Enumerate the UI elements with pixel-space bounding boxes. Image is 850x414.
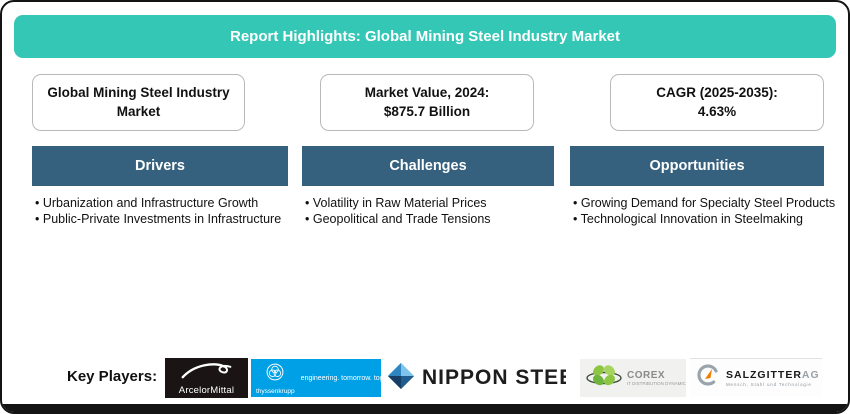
market-value-line1: Market Value, 2024: — [364, 84, 490, 100]
cagr-box: CAGR (2025-2035): 4.63% — [610, 74, 824, 131]
opportunities-header-label: Opportunities — [649, 158, 745, 174]
challenges-header: Challenges — [302, 146, 554, 186]
salzgitter-logo: SALZGITTERAG Mensch, Stahl und Technolog… — [690, 358, 822, 396]
thyssenkrupp-logo: thyssenkrupp engineering. tomorrow. toge… — [251, 359, 381, 397]
opportunities-header: Opportunities — [570, 146, 824, 186]
page-title: Report Highlights: Global Mining Steel I… — [229, 28, 621, 45]
list-item: Public-Private Investments in Infrastruc… — [35, 211, 295, 227]
salzgitter-ring-icon — [696, 363, 720, 392]
market-name-line2: Market — [116, 103, 161, 119]
list-item: Growing Demand for Specialty Steel Produ… — [573, 195, 843, 211]
arcelormittal-swoosh-icon — [180, 361, 234, 384]
list-item: Urbanization and Infrastructure Growth — [35, 195, 295, 211]
arcelormittal-wordmark: ArcelorMittal — [178, 384, 235, 396]
corex-clover-icon — [584, 362, 624, 395]
drivers-list: Urbanization and Infrastructure Growth P… — [35, 195, 295, 227]
nippon-steel-diamond-icon — [386, 361, 416, 396]
market-name-line1: Global Mining Steel Industry — [47, 84, 230, 100]
thyssenkrupp-tagline: engineering. tomorrow. together. — [300, 374, 381, 382]
salzgitter-tagline: Mensch, Stahl und Technologie — [726, 381, 812, 387]
list-item: Volatility in Raw Material Prices — [305, 195, 565, 211]
list-item: Technological Innovation in Steelmaking — [573, 211, 843, 227]
arcelormittal-logo: ArcelorMittal — [165, 358, 248, 398]
cagr-line2: 4.63% — [697, 103, 737, 119]
market-value-box: Market Value, 2024: $875.7 Billion — [320, 74, 534, 131]
challenges-header-label: Challenges — [389, 158, 467, 174]
drivers-header: Drivers — [32, 146, 288, 186]
nippon-steel-wordmark: NIPPON STEEL — [422, 366, 566, 389]
opportunities-list: Growing Demand for Specialty Steel Produ… — [573, 195, 843, 227]
drivers-header-label: Drivers — [135, 158, 185, 174]
cagr-line1: CAGR (2025-2035): — [656, 84, 778, 100]
market-name-box: Global Mining Steel Industry Market — [32, 74, 245, 131]
salzgitter-ag-suffix: AG — [801, 368, 820, 381]
corex-wordmark: COREX — [627, 370, 666, 381]
thyssenkrupp-wordmark: thyssenkrupp — [256, 387, 295, 395]
list-item: Geopolitical and Trade Tensions — [305, 211, 565, 227]
salzgitter-wordmark: SALZGITTER — [726, 368, 802, 381]
challenges-list: Volatility in Raw Material Prices Geopol… — [305, 195, 565, 227]
key-players-label: Key Players: — [67, 368, 158, 385]
nippon-steel-logo: NIPPON STEEL — [386, 359, 566, 397]
corex-logo: COREX IT DISTRIBUTION DYNAMICS — [580, 359, 686, 397]
thyssenkrupp-rosette-icon — [265, 362, 285, 387]
corex-tagline: IT DISTRIBUTION DYNAMICS — [627, 381, 686, 386]
bottom-border-bar — [2, 404, 848, 412]
page-title-banner: Report Highlights: Global Mining Steel I… — [14, 15, 836, 58]
market-value-line2: $875.7 Billion — [383, 103, 471, 119]
